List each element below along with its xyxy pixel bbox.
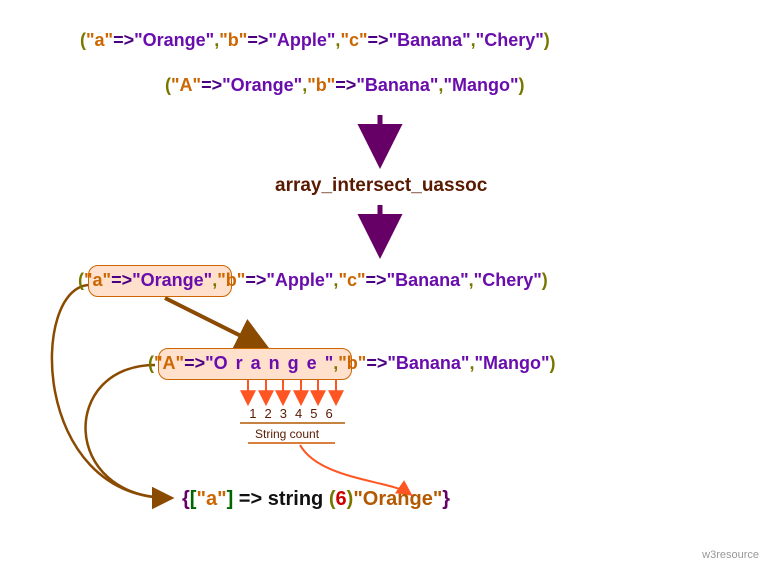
val-chery: "Chery" bbox=[476, 30, 544, 50]
key-A: "A" bbox=[171, 75, 201, 95]
key-b: "b" bbox=[219, 30, 247, 50]
spaced-orange: Orange bbox=[214, 353, 325, 373]
array-2-repeat: ("A"=>"Orange","b"=>"Banana","Mango") bbox=[148, 353, 556, 374]
key-c: "c" bbox=[340, 30, 367, 50]
val-orange: "Orange" bbox=[134, 30, 214, 50]
function-name: array_intersect_uassoc bbox=[275, 175, 487, 197]
result-line: {["a"] => string (6)"Orange"} bbox=[182, 488, 450, 511]
key-a: "a" bbox=[86, 30, 113, 50]
array-1-line: ("a"=>"Orange","b"=>"Apple","c"=>"Banana… bbox=[80, 30, 550, 51]
val-banana: "Banana" bbox=[389, 30, 471, 50]
result-orange: "Orange" bbox=[353, 488, 442, 510]
val-apple: "Apple" bbox=[268, 30, 335, 50]
val-orange2: "Orange" bbox=[222, 75, 302, 95]
watermark: w3resource bbox=[702, 549, 759, 561]
val-banana2: "Banana" bbox=[356, 75, 438, 95]
paren-close: ) bbox=[544, 30, 550, 50]
digit-row: 123456 bbox=[240, 406, 350, 421]
count-6: 6 bbox=[336, 488, 347, 510]
array-2-line: ("A"=>"Orange","b"=>"Banana","Mango") bbox=[165, 75, 525, 96]
arrow: => bbox=[113, 30, 134, 50]
string-count-label: String count bbox=[255, 427, 319, 441]
array-1-repeat: ("a"=>"Orange","b"=>"Apple","c"=>"Banana… bbox=[78, 270, 548, 291]
string-keyword: string bbox=[268, 488, 329, 510]
val-mango: "Mango" bbox=[443, 75, 518, 95]
